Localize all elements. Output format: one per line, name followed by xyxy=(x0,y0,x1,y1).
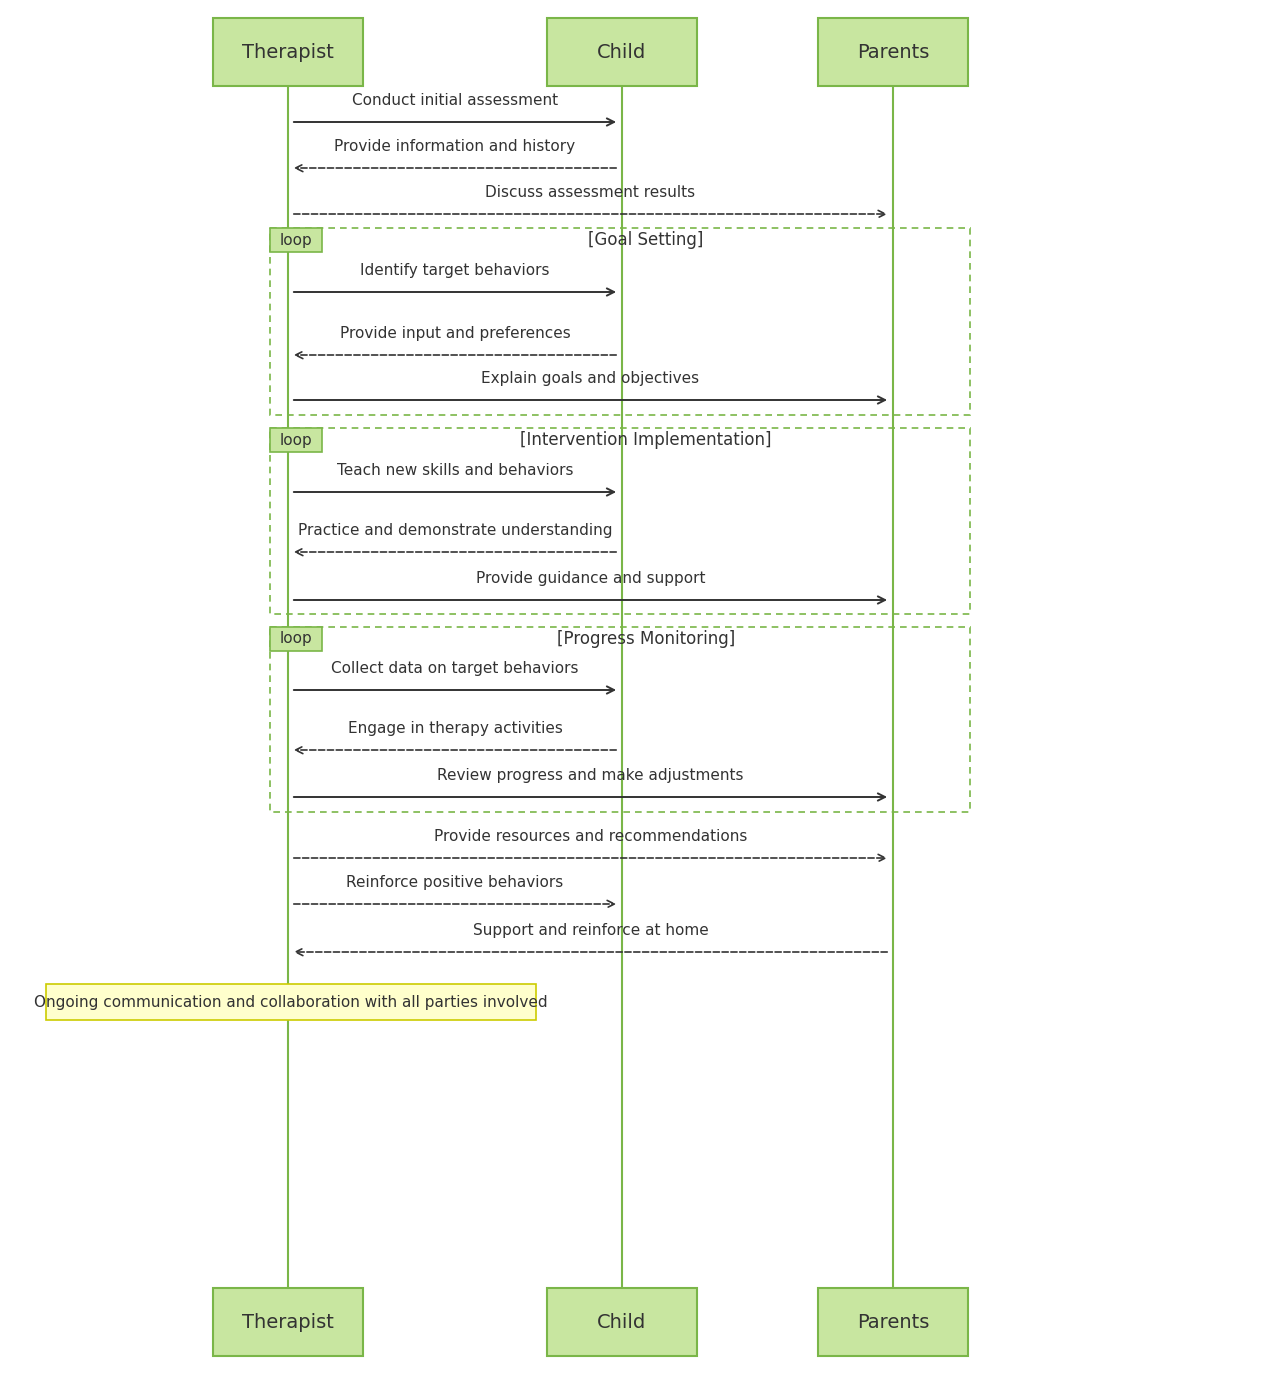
Bar xyxy=(212,18,364,87)
Text: Child: Child xyxy=(598,43,646,62)
Text: Reinforce positive behaviors: Reinforce positive behaviors xyxy=(347,875,563,890)
Text: Child: Child xyxy=(598,1312,646,1331)
Text: Discuss assessment results: Discuss assessment results xyxy=(485,185,695,201)
Bar xyxy=(270,228,970,415)
Text: [Progress Monitoring]: [Progress Monitoring] xyxy=(557,631,735,649)
Text: Practice and demonstrate understanding: Practice and demonstrate understanding xyxy=(298,523,612,539)
Bar xyxy=(212,1287,364,1356)
Bar xyxy=(270,627,323,651)
Text: loop: loop xyxy=(279,632,312,647)
Text: loop: loop xyxy=(279,232,312,247)
Bar xyxy=(547,1287,698,1356)
Bar xyxy=(818,1287,968,1356)
Text: loop: loop xyxy=(279,433,312,448)
Text: Engage in therapy activities: Engage in therapy activities xyxy=(348,721,562,736)
Bar xyxy=(547,18,698,87)
Text: [Goal Setting]: [Goal Setting] xyxy=(589,231,704,249)
Text: Provide guidance and support: Provide guidance and support xyxy=(476,572,705,585)
Text: Parents: Parents xyxy=(856,43,929,62)
Text: Parents: Parents xyxy=(856,1312,929,1331)
Text: Collect data on target behaviors: Collect data on target behaviors xyxy=(332,661,579,676)
Bar xyxy=(270,427,970,614)
Text: Support and reinforce at home: Support and reinforce at home xyxy=(472,923,708,938)
Bar xyxy=(270,228,323,251)
Text: Therapist: Therapist xyxy=(242,43,334,62)
Text: Teach new skills and behaviors: Teach new skills and behaviors xyxy=(337,463,573,478)
Text: Identify target behaviors: Identify target behaviors xyxy=(360,262,549,278)
Text: Provide resources and recommendations: Provide resources and recommendations xyxy=(434,829,748,844)
Text: Conduct initial assessment: Conduct initial assessment xyxy=(352,93,558,109)
Text: Ongoing communication and collaboration with all parties involved: Ongoing communication and collaboration … xyxy=(35,995,548,1010)
Bar xyxy=(818,18,968,87)
Text: Provide input and preferences: Provide input and preferences xyxy=(339,326,571,341)
Text: Provide information and history: Provide information and history xyxy=(334,139,576,154)
Bar xyxy=(270,427,323,452)
Bar xyxy=(270,627,970,812)
Bar xyxy=(46,984,536,1020)
Text: Therapist: Therapist xyxy=(242,1312,334,1331)
Text: Explain goals and objectives: Explain goals and objectives xyxy=(481,371,700,386)
Text: [Intervention Implementation]: [Intervention Implementation] xyxy=(520,431,772,449)
Text: Review progress and make adjustments: Review progress and make adjustments xyxy=(438,768,744,783)
